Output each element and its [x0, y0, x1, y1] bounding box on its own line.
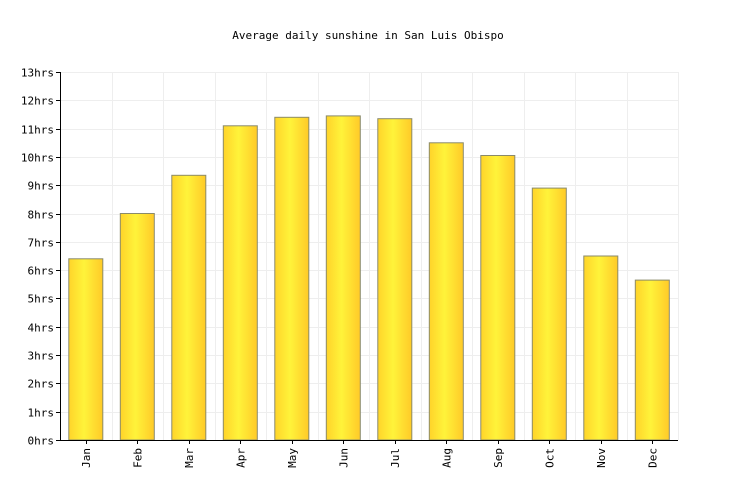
y-tick-label: 9hrs — [28, 180, 55, 193]
bar-sep — [480, 155, 516, 441]
y-tick-label: 5hrs — [28, 293, 55, 306]
y-tick-label: 10hrs — [21, 152, 54, 165]
bar-jan — [68, 258, 104, 441]
y-tick-label: 6hrs — [28, 265, 55, 278]
x-tick-labels: Jan Feb Mar Apr May Jun Jul Aug Sep Oct Nov Dec — [80, 448, 660, 468]
y-tick-label: 0hrs — [28, 435, 55, 448]
bar-aug — [428, 142, 464, 441]
y-tick-label: 12hrs — [21, 95, 54, 108]
x-tick-label: Sep — [492, 448, 505, 468]
x-tick-label: Jul — [389, 448, 402, 468]
x-tick-label: Jun — [337, 448, 350, 468]
x-tick-label: Dec — [646, 448, 659, 468]
y-tick-label: 11hrs — [21, 124, 54, 137]
y-tick-label: 13hrs — [21, 67, 54, 80]
bar-jun — [325, 115, 361, 441]
x-tick-label: Oct — [543, 448, 556, 468]
x-tick-label: Jan — [80, 448, 93, 468]
y-tick-label: 2hrs — [28, 378, 55, 391]
bar-jul — [377, 118, 413, 441]
y-tick-label: 7hrs — [28, 237, 55, 250]
x-tick-label: Nov — [595, 448, 608, 468]
axes — [56, 72, 678, 444]
chart-title: Average daily sunshine in San Luis Obisp… — [232, 29, 504, 42]
bar-feb — [119, 213, 155, 441]
bar-may — [274, 116, 310, 441]
y-tick-labels: 0hrs 1hrs 2hrs 3hrs 4hrs 5hrs 6hrs 7hrs 8hrs 9hrs… — [21, 67, 54, 448]
bar-oct — [531, 187, 567, 441]
x-tick-label: Mar — [183, 448, 196, 468]
bar-mar — [171, 174, 207, 441]
y-tick-label: 1hrs — [28, 407, 55, 420]
y-tick-label: 4hrs — [28, 322, 55, 335]
x-tick-label: Feb — [131, 448, 144, 468]
grid-lines — [60, 72, 679, 440]
y-tick-label: 3hrs — [28, 350, 55, 363]
bar-dec — [634, 279, 670, 441]
bar-apr — [222, 125, 258, 441]
x-tick-label: May — [286, 448, 299, 468]
x-tick-label: Apr — [234, 448, 247, 468]
y-tick-label: 8hrs — [28, 209, 55, 222]
bar-nov — [583, 255, 619, 441]
bars — [68, 115, 670, 441]
x-tick-label: Aug — [440, 448, 453, 468]
